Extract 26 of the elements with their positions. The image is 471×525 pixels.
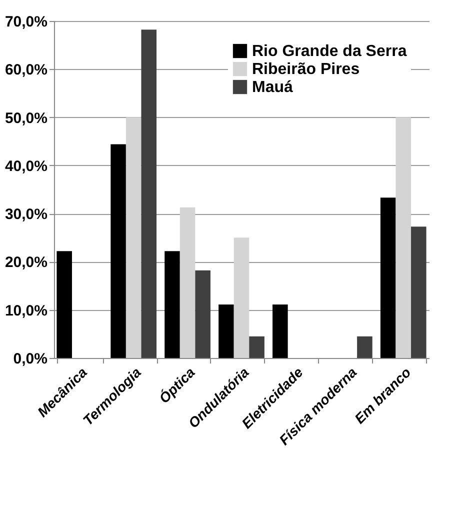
bar [126,117,142,358]
bar [272,304,288,358]
y-tick-label: 20,0% [4,254,48,272]
legend-label: Mauá [252,79,293,96]
bar [180,207,196,358]
bar [396,117,412,358]
bar [110,144,126,358]
y-tick-label: 30,0% [4,206,48,224]
bar [164,251,180,358]
bar [357,336,372,358]
bar [249,336,264,358]
y-tick-label: 50,0% [4,110,48,127]
legend-label: Ribeirão Pires [252,61,360,78]
bar [218,304,234,358]
bar [411,226,426,358]
y-tick-label: 60,0% [4,62,48,79]
bar [234,238,250,358]
bar [380,198,396,358]
y-tick-label: 0,0% [13,350,48,368]
bar [56,251,72,358]
legend-label: Rio Grande da Serra [252,43,407,60]
bar [195,270,210,358]
y-tick-label: 40,0% [4,158,48,175]
bar [141,30,157,358]
y-tick-label: 10,0% [4,302,48,320]
y-tick-label: 70,0% [4,14,48,30]
